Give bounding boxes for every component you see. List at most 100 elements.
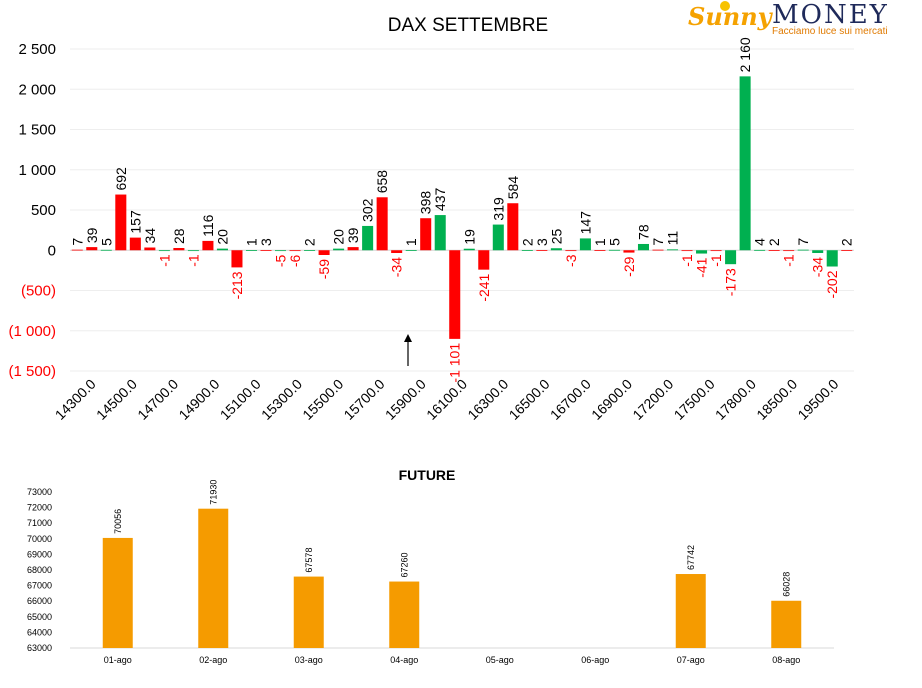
dax-bar	[71, 249, 83, 251]
dax-value-label: 20	[331, 229, 347, 245]
dax-bar	[245, 250, 257, 251]
dax-bar	[318, 250, 330, 255]
dax-value-label: 5	[606, 238, 622, 246]
dax-value-label: -34	[389, 257, 405, 277]
dax-y-tick-label: 0	[48, 242, 56, 259]
future-x-tick-label: 02-ago	[199, 655, 227, 665]
dax-bar	[100, 249, 112, 251]
dax-value-label: 319	[490, 197, 506, 221]
future-x-tick-label: 05-ago	[486, 655, 514, 665]
dax-bar	[492, 224, 504, 251]
dax-bar	[783, 250, 795, 252]
dax-x-tick-label: 14700.0	[134, 376, 181, 423]
dax-x-tick-label: 17800.0	[712, 376, 759, 423]
dax-value-label: 78	[635, 224, 651, 240]
dax-value-label: 1	[403, 238, 419, 246]
dax-value-label: -5	[273, 254, 289, 267]
future-value-label: 67578	[304, 548, 314, 573]
future-bar	[675, 574, 706, 648]
dax-bar	[812, 250, 824, 253]
dax-value-label: -1	[156, 254, 172, 267]
dax-bar	[362, 225, 374, 251]
dax-bar	[739, 76, 751, 251]
dax-bar	[463, 248, 475, 251]
dax-value-label: 398	[418, 191, 434, 215]
dax-bar	[696, 250, 708, 254]
dax-value-label: 2 160	[737, 37, 753, 72]
dax-x-tick-label: 17500.0	[671, 376, 718, 423]
future-value-label: 66028	[781, 572, 791, 597]
dax-value-label: 302	[360, 198, 376, 222]
dax-x-tick-label: 15500.0	[299, 376, 346, 423]
dax-bar	[594, 250, 606, 251]
dax-x-tick-label: 15300.0	[258, 376, 305, 423]
future-x-tick-label: 04-ago	[390, 655, 418, 665]
dax-bar	[260, 250, 272, 251]
dax-bar	[275, 250, 287, 252]
dax-bar	[216, 248, 228, 251]
sunny-money-logo: Sunny MONEY Facciamo luce sui mercati	[686, 0, 890, 40]
future-chart-title: FUTURE	[399, 467, 456, 483]
dax-y-tick-label: (1 500)	[8, 363, 56, 380]
dax-value-label: 147	[577, 211, 593, 235]
dax-value-label: 20	[214, 229, 230, 245]
dax-x-tick-label: 16900.0	[588, 376, 635, 423]
dax-value-label: 7	[795, 238, 811, 246]
logo-money-text: MONEY	[772, 0, 889, 30]
dax-value-label: -1	[708, 254, 724, 267]
dax-value-label: 39	[84, 227, 100, 243]
dax-value-label: 658	[374, 170, 390, 194]
dax-y-tick-label: 500	[31, 202, 56, 219]
dax-value-label: 5	[98, 238, 114, 246]
future-bar	[102, 537, 133, 648]
dax-value-label: 2	[302, 238, 318, 246]
dax-bar	[521, 250, 533, 251]
dax-x-tick-label: 17200.0	[629, 376, 676, 423]
dax-value-label: 116	[200, 214, 216, 237]
dax-bar	[725, 250, 737, 265]
future-x-tick-label: 08-ago	[772, 655, 800, 665]
dax-value-label: 28	[171, 228, 187, 244]
future-value-label: 67260	[399, 553, 409, 578]
future-y-tick-label: 66000	[27, 596, 52, 606]
dax-bar	[144, 247, 156, 251]
future-y-tick-label: 71000	[27, 518, 52, 528]
dax-value-label: -41	[694, 257, 710, 277]
future-x-tick-label: 01-ago	[104, 655, 132, 665]
dax-bar	[158, 250, 170, 252]
dax-x-tick-label: 14300.0	[52, 376, 99, 423]
dax-x-tick-label: 15100.0	[217, 376, 264, 423]
dax-value-label: 584	[505, 176, 521, 200]
future-value-label: 71930	[208, 480, 218, 505]
dax-value-label: -241	[476, 273, 492, 301]
dax-value-label: -1	[185, 254, 201, 267]
dax-bar	[637, 243, 649, 251]
dax-y-tick-label: (500)	[21, 283, 56, 300]
dax-settembre-chart: DAX SETTEMBRE 2 500 2 000 1 500 1 000 500 0 (5…	[8, 15, 854, 423]
dax-value-label: 19	[461, 229, 477, 245]
dax-bar	[754, 249, 766, 251]
dax-value-label: -29	[621, 256, 637, 276]
dax-value-label: -1	[679, 254, 695, 267]
future-y-tick-label: 73000	[27, 487, 52, 497]
dax-x-tick-label: 19500.0	[794, 376, 841, 423]
dax-bar	[391, 250, 403, 253]
dax-bar	[289, 250, 301, 252]
future-y-tick-label: 64000	[27, 627, 52, 637]
future-x-tick-label: 06-ago	[581, 655, 609, 665]
dax-bar	[550, 248, 562, 251]
dax-value-label: 7	[69, 238, 85, 246]
future-y-tick-label: 67000	[27, 581, 52, 591]
dax-value-label: -202	[824, 270, 840, 298]
dax-bar	[202, 240, 214, 251]
dax-bar	[173, 247, 185, 251]
dax-value-label: 11	[665, 231, 681, 246]
dax-bar	[565, 250, 577, 252]
future-y-tick-label: 63000	[27, 643, 52, 653]
dax-value-label: -1	[781, 254, 797, 267]
dax-x-tick-label: 18500.0	[753, 376, 800, 423]
dax-bar	[768, 250, 780, 251]
dax-value-label: 3	[258, 238, 274, 246]
dax-y-tick-label: 1 000	[18, 162, 56, 179]
dax-value-label: -3	[563, 254, 579, 267]
